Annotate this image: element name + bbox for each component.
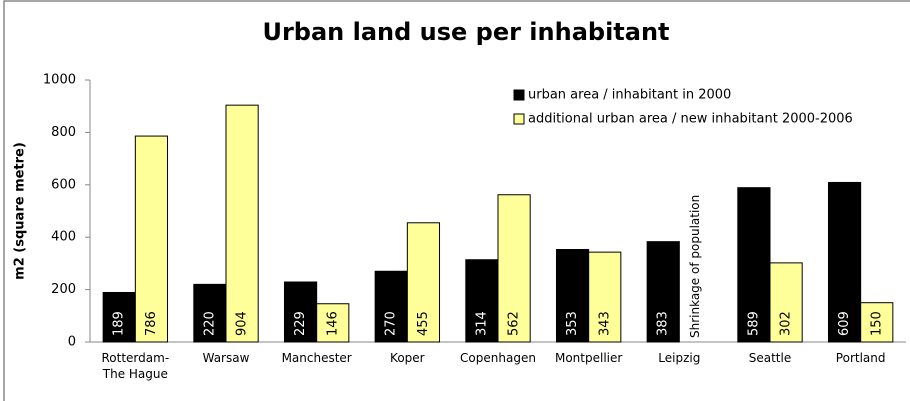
y-tick-label: 0 — [68, 335, 76, 350]
legend-label: urban area / inhabitant in 2000 — [528, 88, 731, 103]
value-label: 786 — [144, 311, 159, 336]
bar — [769, 262, 803, 343]
value-label: 343 — [597, 311, 612, 336]
y-tick-label: 400 — [51, 230, 76, 245]
chart-frame — [3, 0, 910, 401]
x-tick-label: Manchester — [281, 351, 352, 365]
value-label: 904 — [235, 311, 250, 336]
x-tick-label: Warsaw — [202, 351, 250, 365]
value-label: 353 — [565, 311, 580, 336]
value-label: 609 — [837, 311, 852, 336]
bar — [283, 281, 318, 343]
y-tick-label: 800 — [51, 125, 76, 140]
value-label: 455 — [416, 311, 431, 336]
bar — [465, 259, 499, 343]
annotation: Shrinkage of population — [688, 195, 702, 338]
value-label: 189 — [112, 311, 127, 336]
y-tick-label: 1000 — [43, 73, 76, 88]
y-axis-label: m2 (square metre) — [13, 142, 28, 280]
bar — [225, 104, 259, 343]
legend-label: additional urban area / new inhabitant 2… — [528, 112, 853, 127]
value-label: 229 — [293, 311, 308, 336]
value-label: 562 — [507, 311, 522, 336]
x-tick-label: Seattle — [748, 351, 792, 365]
value-label: 220 — [202, 311, 217, 336]
x-tick-label: Rotterdam- The Hague — [101, 351, 170, 381]
bar — [737, 187, 771, 343]
bar — [646, 241, 680, 343]
legend-swatch — [513, 89, 525, 101]
bar — [497, 194, 531, 343]
bar — [588, 251, 622, 343]
y-tick-label: 200 — [51, 282, 76, 297]
x-tick-label: Koper — [390, 351, 425, 365]
value-label: 270 — [384, 311, 399, 336]
bar — [860, 302, 894, 343]
bar — [374, 270, 408, 343]
value-label: 589 — [746, 311, 761, 336]
value-label: 302 — [779, 311, 794, 336]
y-tick-label: 600 — [51, 177, 76, 192]
bar — [406, 222, 441, 343]
legend-swatch — [513, 113, 525, 125]
value-label: 314 — [474, 311, 489, 336]
value-label: 146 — [325, 311, 340, 336]
x-tick-label: Portland — [835, 351, 886, 365]
bar — [102, 291, 136, 343]
x-tick-label: Leipzig — [658, 351, 701, 365]
bar — [827, 181, 862, 343]
bar — [134, 135, 169, 343]
value-label: 150 — [869, 311, 884, 336]
value-label: 383 — [656, 311, 671, 336]
x-tick-label: Montpellier — [554, 351, 623, 365]
chart-title: Urban land use per inhabitant — [262, 18, 669, 46]
x-tick-label: Copenhagen — [460, 351, 536, 365]
bar — [316, 303, 350, 343]
